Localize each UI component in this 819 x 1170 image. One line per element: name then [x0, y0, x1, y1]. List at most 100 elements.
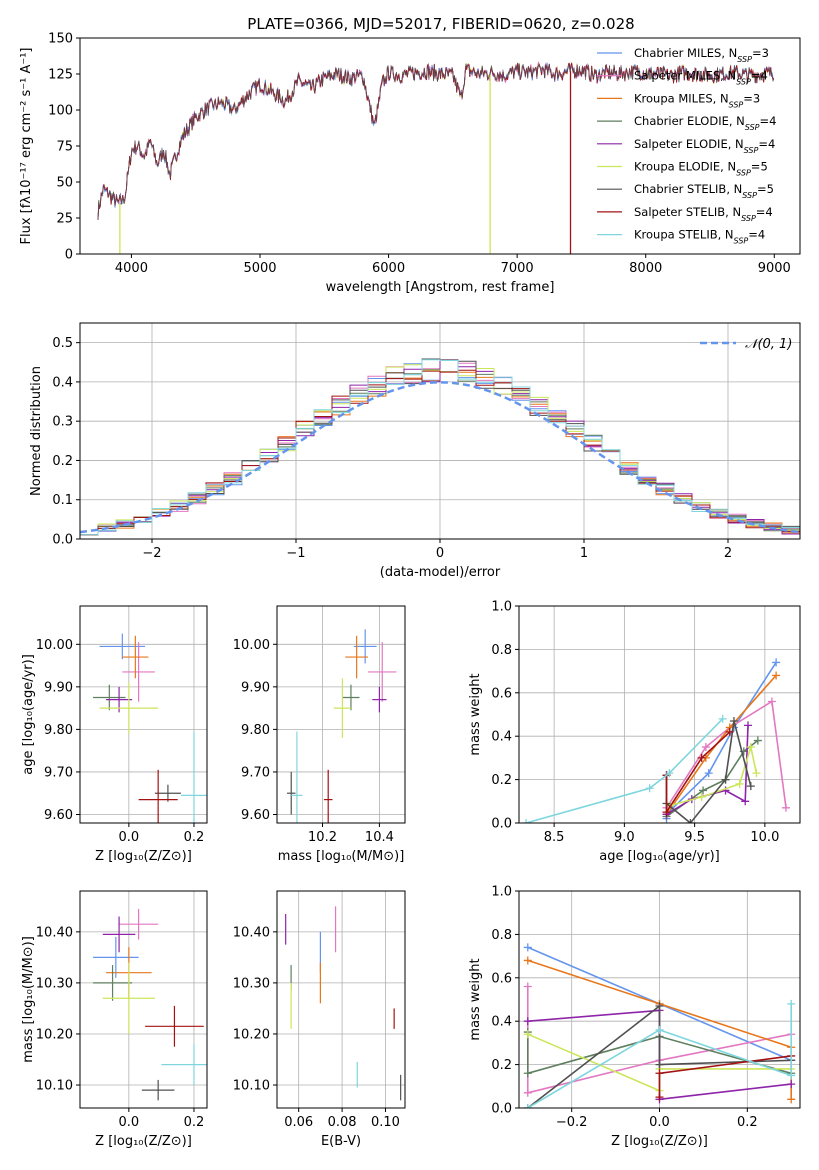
- data-point-chabrier-miles: [353, 629, 377, 664]
- y-tick-label: 0.8: [491, 643, 512, 658]
- data-point-salpeter-miles: [122, 642, 155, 702]
- data-point-salpeter-stelib: [323, 769, 333, 823]
- series-marker: [704, 769, 713, 778]
- legend-subscript: SSP: [736, 168, 751, 177]
- data-point-kroupa-elodie: [333, 678, 351, 738]
- legend-equals: =: [758, 137, 768, 151]
- panel-6: 0.0 0.2 10.10 10.20 10.30 10.40 Z [log₁₀(Z/Z⊙)…: [21, 890, 208, 1149]
- y-tick-label: 125: [48, 68, 73, 83]
- y-tick-label: 9.90: [241, 680, 270, 695]
- series-salpeter-stelib: [655, 1051, 796, 1102]
- x-tick-label: 0.06: [284, 1115, 313, 1130]
- legend-label: Salpeter ELODIE, N: [634, 137, 744, 151]
- x-tick-label: −0.2: [556, 1115, 588, 1130]
- data-point-kroupa-stelib: [291, 731, 303, 823]
- x-tick-label: 5000: [243, 261, 276, 276]
- series-salpeter-miles: [662, 697, 790, 812]
- legend-subscript: SSP: [736, 77, 751, 86]
- y-tick-label: 25: [56, 212, 73, 227]
- figure-title: PLATE=0366, MJD=52017, FIBERID=0620, z=0…: [247, 15, 634, 33]
- series-marker: [655, 1069, 664, 1078]
- y-tick-label: 0: [65, 248, 73, 263]
- series-marker: [523, 1069, 532, 1078]
- x-axis-label: Z [log₁₀(Z/Z⊙)]: [611, 1134, 708, 1149]
- axes-frame: −0.2 0.0 0.2 0.0 0.2 0.4 0.6 0.8 1.0 Z [log₁₀(Z/Z…: [468, 885, 801, 1149]
- series-marker: [781, 803, 790, 812]
- axes-border: [276, 605, 406, 824]
- series-marker: [772, 671, 781, 680]
- series-marker: [662, 808, 671, 817]
- series-marker: [655, 1093, 664, 1102]
- series-marker: [522, 819, 531, 823]
- series-marker: [697, 792, 706, 801]
- series-marker: [523, 943, 532, 952]
- y-tick-label: 10.20: [233, 1027, 270, 1042]
- series-line: [665, 700, 787, 809]
- data-point-kroupa-miles: [345, 635, 369, 679]
- legend-subscript: SSP: [744, 145, 759, 154]
- series-marker: [787, 1095, 796, 1104]
- legend-subscript: SSP: [742, 191, 757, 200]
- x-tick-label: 8000: [629, 261, 662, 276]
- series-kroupa-miles: [662, 671, 781, 819]
- legend-nssp-value: 4: [760, 69, 767, 83]
- axes-frame: 0.0 0.2 9.60 9.70 9.80 9.90 10.00 Z [log₁₀(Z/Z⊙…: [21, 605, 208, 864]
- legend-entry-salpeter-miles: Salpeter MILES, NSSP=4: [634, 69, 768, 87]
- series-marker: [721, 775, 730, 784]
- legend-entry-kroupa-miles: Kroupa MILES, NSSP=3: [634, 91, 760, 109]
- legend-label: Kroupa ELODIE, N: [634, 160, 736, 174]
- y-tick-label: 0.6: [491, 971, 512, 986]
- data-point-chabrier-miles: [93, 936, 139, 978]
- y-tick-label: 1.0: [491, 600, 512, 615]
- legend-subscript: SSP: [741, 213, 756, 222]
- data-point-chabrier-stelib: [154, 784, 181, 802]
- legend-subscript: SSP: [734, 236, 749, 245]
- plot-area: [80, 358, 800, 536]
- y-tick-label: 0.8: [491, 928, 512, 943]
- y-tick-label: 0.3: [52, 415, 73, 430]
- legend-nssp-value: 3: [762, 46, 769, 60]
- y-tick-label: 10.00: [233, 638, 270, 653]
- legend-entry-kroupa-elodie: Kroupa ELODIE, NSSP=5: [634, 160, 768, 178]
- data-point-chabrier-elodie: [93, 684, 126, 711]
- x-tick-label: 0.0: [119, 830, 140, 845]
- x-tick-label: 9.0: [614, 830, 635, 845]
- x-tick-label: 0.0: [119, 1115, 140, 1130]
- plot-area: [522, 658, 790, 823]
- data-point-salpeter-miles: [119, 908, 159, 940]
- x-axis-label: wavelength [Angstrom, rest frame]: [326, 280, 555, 295]
- legend-equals: =: [743, 91, 753, 105]
- data-point-chabrier-miles: [99, 633, 146, 660]
- y-tick-label: 0.2: [491, 1058, 512, 1073]
- series-marker: [729, 717, 738, 726]
- data-point-salpeter-stelib: [138, 769, 178, 823]
- legend-equals: =: [756, 205, 766, 219]
- y-tick-label: 9.70: [44, 765, 73, 780]
- y-tick-label: 150: [48, 32, 73, 47]
- y-tick-label: 0.2: [491, 773, 512, 788]
- series-marker: [718, 714, 727, 723]
- y-tick-label: 100: [48, 104, 73, 119]
- axes-frame: 4000 5000 6000 7000 8000 9000 0 25 50 75 100 125 150…: [19, 32, 801, 295]
- series-marker: [746, 743, 755, 752]
- y-tick-label: 10.30: [233, 976, 270, 991]
- axes-border: [79, 890, 208, 1109]
- legend-nssp-value: 5: [760, 160, 767, 174]
- x-tick-label: 0.08: [328, 1115, 357, 1130]
- legend-entry-salpeter-elodie: Salpeter ELODIE, NSSP=4: [634, 137, 775, 155]
- legend-entry-gaussian: 𝒩(0, 1): [745, 337, 792, 352]
- y-tick-label: 0.6: [491, 686, 512, 701]
- legend: 𝒩(0, 1): [700, 337, 792, 352]
- data-point-chabrier-elodie: [93, 965, 133, 1001]
- series-marker: [655, 1002, 664, 1011]
- series-line: [525, 718, 724, 823]
- axes-border: [518, 605, 801, 824]
- y-tick-label: 0.0: [491, 817, 512, 832]
- x-tick-label: 1: [580, 546, 588, 561]
- x-tick-label: 9.5: [684, 830, 705, 845]
- series-marker: [523, 1104, 532, 1108]
- legend-label: Kroupa STELIB, N: [634, 228, 734, 242]
- x-tick-label: −2: [142, 546, 161, 561]
